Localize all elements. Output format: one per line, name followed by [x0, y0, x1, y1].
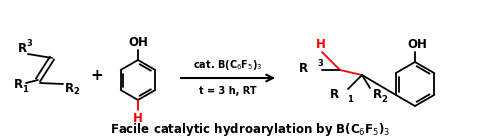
- Text: R: R: [65, 81, 74, 94]
- Text: R: R: [14, 79, 23, 92]
- Text: +: +: [90, 67, 104, 82]
- Text: Facile catalytic hydroarylation by B(C$_6$F$_5$)$_3$: Facile catalytic hydroarylation by B(C$_…: [110, 122, 390, 138]
- Text: cat. B(C$_6$F$_5$)$_3$: cat. B(C$_6$F$_5$)$_3$: [193, 58, 263, 72]
- Text: R: R: [373, 88, 382, 102]
- Text: 1: 1: [22, 85, 28, 94]
- Text: R: R: [18, 41, 27, 54]
- Text: OH: OH: [407, 38, 427, 51]
- Text: H: H: [133, 111, 143, 124]
- Text: R: R: [330, 88, 339, 102]
- Text: 2: 2: [73, 88, 79, 96]
- Text: OH: OH: [128, 36, 148, 48]
- Text: 3: 3: [26, 39, 32, 48]
- Text: t = 3 h, RT: t = 3 h, RT: [199, 86, 257, 96]
- Text: R: R: [299, 61, 308, 74]
- Text: 2: 2: [381, 95, 387, 104]
- Text: 1: 1: [347, 95, 353, 104]
- Text: 3: 3: [317, 60, 323, 68]
- Text: H: H: [316, 38, 326, 51]
